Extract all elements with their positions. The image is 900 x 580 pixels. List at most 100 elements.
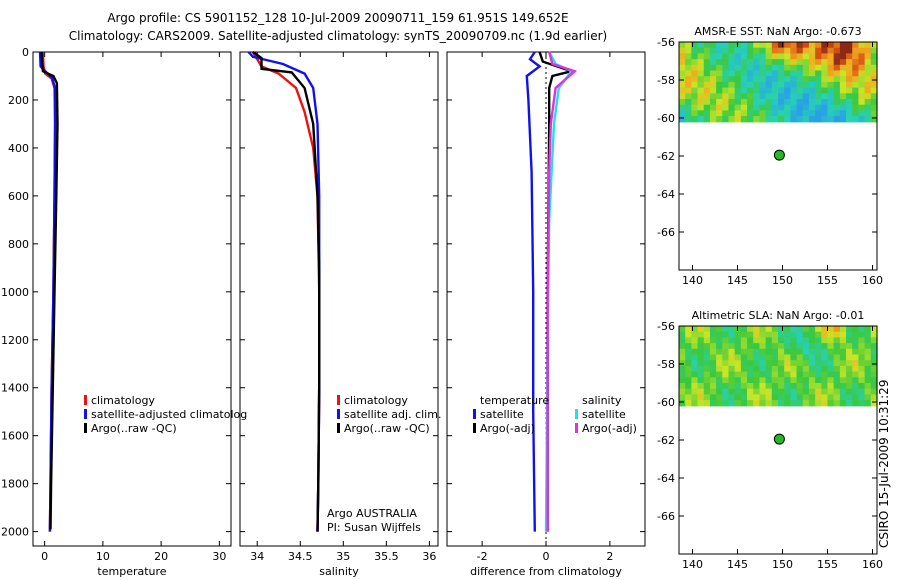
heat-cell bbox=[685, 394, 692, 401]
heat-cell bbox=[852, 116, 860, 123]
heat-cell bbox=[846, 59, 853, 66]
heat-cell bbox=[808, 388, 816, 395]
heat-cell bbox=[703, 93, 711, 100]
heat-cell bbox=[784, 365, 791, 373]
heat-cell bbox=[864, 365, 872, 373]
heat-cell bbox=[808, 47, 816, 54]
heat-cell bbox=[734, 377, 742, 384]
heat-cell bbox=[858, 87, 866, 94]
heat-cell bbox=[753, 383, 761, 390]
heat-cell bbox=[808, 394, 816, 401]
heat-cell bbox=[870, 93, 878, 100]
heat-cell bbox=[864, 64, 872, 72]
heat-cell bbox=[852, 93, 860, 100]
heat-cell bbox=[753, 110, 761, 117]
series-line-4 bbox=[546, 51, 578, 532]
heat-cell bbox=[734, 70, 742, 77]
heat-cell bbox=[796, 47, 804, 54]
heat-cell bbox=[802, 59, 810, 66]
heat-cell bbox=[728, 400, 736, 407]
heat-cell bbox=[740, 42, 748, 49]
y-tick-label: 1600 bbox=[1, 430, 29, 443]
heat-cell bbox=[802, 371, 810, 378]
heat-cell bbox=[778, 64, 785, 72]
heat-cell bbox=[784, 354, 791, 361]
heat-cell bbox=[778, 81, 785, 89]
heat-cell bbox=[734, 42, 742, 49]
heat-cell bbox=[722, 371, 730, 378]
heat-cell bbox=[852, 371, 860, 378]
heat-cell bbox=[846, 343, 853, 350]
heat-cell bbox=[679, 388, 686, 395]
heat-cell bbox=[722, 365, 730, 373]
heat-cell bbox=[858, 47, 866, 54]
heat-cell bbox=[808, 53, 816, 60]
heat-cell bbox=[821, 93, 829, 100]
legend-head-salinity: salinity bbox=[582, 394, 622, 407]
heat-cell bbox=[802, 348, 810, 356]
heat-cell bbox=[839, 110, 847, 117]
heat-cell bbox=[771, 360, 779, 367]
heat-cell bbox=[703, 70, 711, 77]
heat-cell bbox=[815, 326, 822, 333]
heat-cell bbox=[815, 76, 822, 83]
heat-cell bbox=[716, 87, 723, 94]
heat-cell bbox=[740, 110, 748, 117]
heat-cell bbox=[685, 93, 692, 100]
legend-swatch bbox=[84, 423, 87, 433]
heat-cell bbox=[703, 377, 711, 384]
heat-cell bbox=[722, 343, 730, 350]
heat-cell bbox=[839, 331, 847, 338]
heat-cell bbox=[833, 371, 841, 378]
heat-cell bbox=[703, 87, 711, 94]
heat-cell bbox=[697, 383, 705, 390]
heat-cell bbox=[747, 64, 754, 72]
heat-cell bbox=[808, 348, 816, 356]
y-tick-label: 200 bbox=[8, 94, 29, 107]
heat-cell bbox=[765, 331, 773, 338]
heat-cell bbox=[709, 99, 717, 106]
heat-cell bbox=[839, 343, 847, 350]
heat-cell bbox=[728, 104, 736, 111]
heat-cell bbox=[864, 104, 872, 111]
heat-cell bbox=[765, 87, 773, 94]
heat-cell bbox=[815, 59, 822, 66]
heat-cell bbox=[870, 42, 878, 49]
heat-cell bbox=[864, 354, 872, 361]
heat-cell bbox=[802, 76, 810, 83]
heat-cell bbox=[846, 81, 853, 89]
heat-cell bbox=[858, 99, 866, 106]
x-axis-label: temperature bbox=[97, 565, 166, 578]
x-tick-label: 0 bbox=[41, 550, 48, 563]
heat-cell bbox=[796, 87, 804, 94]
heat-cell bbox=[796, 337, 804, 344]
heat-cell bbox=[685, 42, 692, 49]
heat-cell bbox=[728, 64, 736, 72]
heat-cell bbox=[808, 326, 816, 333]
heat-cell bbox=[778, 343, 785, 350]
heat-cell bbox=[846, 99, 853, 106]
heat-cell bbox=[833, 348, 841, 356]
map-title: Altimetric SLA: NaN Argo: -0.01 bbox=[692, 309, 865, 322]
heat-cell bbox=[821, 116, 829, 123]
heat-cell bbox=[846, 47, 853, 54]
heat-cell bbox=[759, 348, 767, 356]
heat-cell bbox=[722, 354, 730, 361]
heat-cell bbox=[864, 59, 872, 66]
heat-cell bbox=[808, 70, 816, 77]
heat-cell bbox=[734, 110, 742, 117]
heat-cell bbox=[753, 365, 761, 373]
heat-cell bbox=[728, 365, 736, 373]
heat-cell bbox=[740, 76, 748, 83]
map-title: AMSR-E SST: NaN Argo: -0.673 bbox=[694, 25, 861, 38]
heat-cell bbox=[864, 343, 872, 350]
heat-cell bbox=[740, 365, 748, 373]
heat-cell bbox=[716, 377, 723, 384]
y-tick-label: 600 bbox=[8, 190, 29, 203]
heat-cell bbox=[827, 354, 835, 361]
heat-cell bbox=[852, 337, 860, 344]
heat-cell bbox=[740, 47, 748, 54]
heat-cell bbox=[697, 76, 705, 83]
heat-cell bbox=[747, 331, 754, 338]
heat-cell bbox=[796, 104, 804, 111]
